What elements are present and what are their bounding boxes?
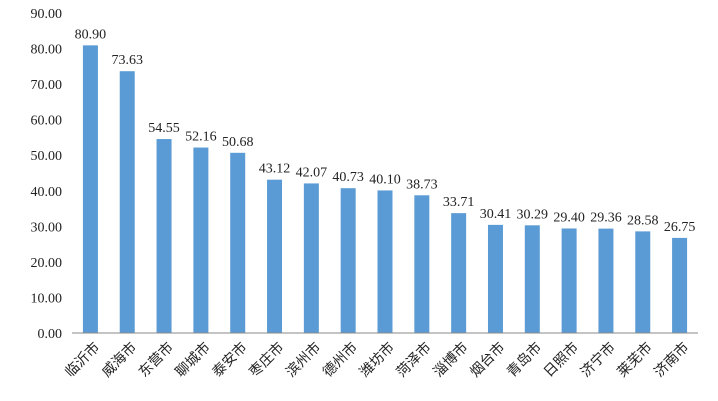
x-tick-label: 聊城市 [172,339,214,381]
data-label: 50.68 [222,135,254,150]
bar [672,237,688,333]
x-axis: 临沂市威海市东营市聊城市泰安市枣庄市滨州市德州市潍坊市菏泽市淄博市烟台市青岛市日… [62,332,698,381]
x-tick-label: 临沂市 [62,339,104,381]
bar [635,231,651,333]
y-tick-label: 80.00 [31,43,63,58]
bar [193,147,209,333]
bar [598,228,614,333]
y-tick-label: 20.00 [31,256,63,271]
bar [303,183,319,333]
x-tick-label: 德州市 [319,339,361,381]
x-tick-label: 潍坊市 [356,339,398,381]
y-tick-label: 90.00 [31,7,63,22]
bar [414,195,430,333]
data-label: 29.40 [553,210,585,225]
data-label: 30.41 [480,207,512,222]
y-tick-label: 30.00 [31,220,63,235]
bar [156,139,172,333]
x-tick-label: 威海市 [98,339,140,381]
data-label: 40.10 [369,172,401,187]
data-label: 33.71 [443,195,475,210]
x-tick-label: 济南市 [651,339,693,381]
value-labels: 80.90 73.63 54.55 52.16 50.68 43.12 42.07 40.73… [75,27,696,235]
y-axis: 0.00 10.00 20.00 30.00 40.00 50.00 60.00 70.00 8… [31,7,63,342]
bar [82,45,98,333]
x-tick-label: 滨州市 [282,339,324,381]
bar [451,213,467,333]
x-tick-label: 淄博市 [430,339,472,381]
data-label: 52.16 [185,130,217,145]
data-label: 43.12 [259,162,291,177]
bar [377,190,393,333]
bar [487,224,503,333]
bar [119,71,135,334]
data-label: 28.58 [627,213,659,228]
data-label: 40.73 [332,170,364,185]
y-tick-label: 60.00 [31,114,63,129]
x-tick-label: 菏泽市 [393,339,435,381]
x-tick-label: 东营市 [135,339,177,381]
bar [561,228,577,333]
data-label: 26.75 [664,220,696,235]
y-tick-label: 70.00 [31,78,63,93]
x-tick-label: 青岛市 [503,339,545,381]
x-tick-label: 烟台市 [467,339,509,381]
y-tick-label: 0.00 [38,327,63,342]
bar [524,225,540,333]
y-tick-label: 10.00 [31,291,63,306]
y-tick-label: 40.00 [31,185,63,200]
data-label: 80.90 [75,27,107,42]
x-tick-label: 枣庄市 [246,339,288,381]
bar [340,188,356,333]
data-label: 38.73 [406,177,438,192]
x-tick-label: 济宁市 [577,339,619,381]
x-tick-label: 日照市 [540,339,582,381]
bars [82,45,688,334]
y-tick-label: 50.00 [31,149,63,164]
data-label: 54.55 [148,121,180,136]
data-label: 42.07 [296,165,328,180]
x-tick-label: 泰安市 [209,339,251,381]
data-label: 29.36 [590,211,622,226]
data-label: 30.29 [517,207,549,222]
bar [230,152,246,333]
x-tick-label: 莱芜市 [614,339,656,381]
bar [267,179,283,333]
data-label: 73.63 [111,53,143,68]
